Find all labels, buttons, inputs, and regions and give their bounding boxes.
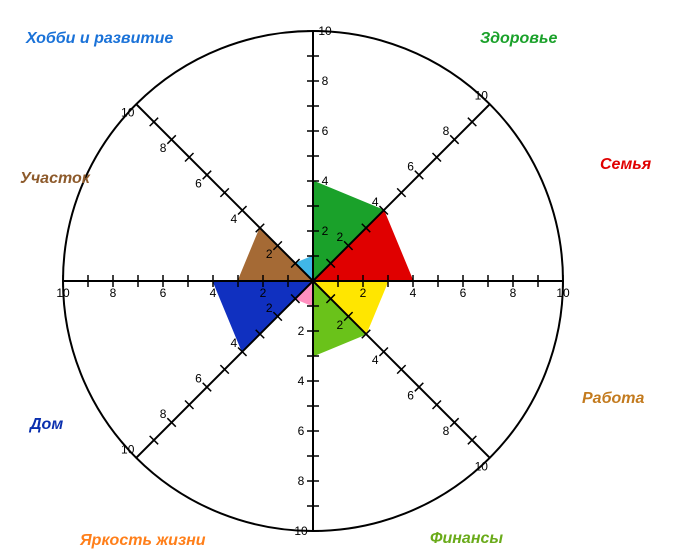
svg-text:4: 4 [410, 286, 417, 300]
svg-text:8: 8 [110, 286, 117, 300]
svg-text:6: 6 [195, 176, 202, 190]
svg-text:8: 8 [443, 424, 450, 438]
svg-text:4: 4 [372, 353, 379, 367]
svg-text:2: 2 [337, 318, 344, 332]
label-home: Дом [30, 416, 63, 434]
svg-text:4: 4 [372, 195, 379, 209]
svg-text:6: 6 [407, 159, 414, 173]
label-brightness: Яркость жизни [80, 532, 206, 550]
svg-text:6: 6 [195, 372, 202, 386]
svg-text:2: 2 [322, 224, 329, 238]
label-work: Работа [582, 390, 644, 408]
svg-text:2: 2 [266, 247, 273, 261]
chart-svg: 2 4 6 8 10 2 4 6 8 10 2 4 6 8 10 2 4 6 8 10 2 4 6 8 10 2 4 6 8 10 2 4 6 8… [0, 0, 693, 558]
svg-text:8: 8 [322, 74, 329, 88]
svg-text:8: 8 [510, 286, 517, 300]
svg-text:2: 2 [298, 324, 305, 338]
svg-text:2: 2 [360, 286, 367, 300]
label-health: Здоровье [480, 30, 557, 48]
svg-text:10: 10 [121, 106, 135, 120]
svg-text:6: 6 [322, 124, 329, 138]
svg-text:10: 10 [318, 24, 332, 38]
svg-text:10: 10 [56, 286, 70, 300]
svg-text:4: 4 [230, 336, 237, 350]
svg-text:2: 2 [337, 230, 344, 244]
svg-text:10: 10 [556, 286, 570, 300]
svg-text:2: 2 [260, 286, 267, 300]
svg-text:10: 10 [475, 459, 489, 473]
svg-text:6: 6 [460, 286, 467, 300]
svg-text:6: 6 [407, 389, 414, 403]
life-wheel-chart: 2 4 6 8 10 2 4 6 8 10 2 4 6 8 10 2 4 6 8 10 2 4 6 8 10 2 4 6 8 10 2 4 6 8… [0, 0, 693, 558]
svg-text:4: 4 [298, 374, 305, 388]
svg-text:10: 10 [475, 89, 489, 103]
svg-text:6: 6 [160, 286, 167, 300]
svg-text:10: 10 [121, 442, 135, 456]
svg-text:8: 8 [160, 407, 167, 421]
svg-text:8: 8 [443, 124, 450, 138]
label-hobby: Хобби и развитие [26, 30, 173, 48]
svg-text:4: 4 [230, 212, 237, 226]
svg-text:6: 6 [298, 424, 305, 438]
label-plot: Участок [20, 170, 90, 188]
svg-text:8: 8 [298, 474, 305, 488]
label-money: Финансы [430, 530, 503, 548]
svg-text:10: 10 [294, 524, 308, 538]
svg-text:4: 4 [322, 174, 329, 188]
svg-text:4: 4 [210, 286, 217, 300]
label-family: Семья [600, 156, 651, 174]
svg-text:8: 8 [160, 141, 167, 155]
svg-text:2: 2 [266, 301, 273, 315]
